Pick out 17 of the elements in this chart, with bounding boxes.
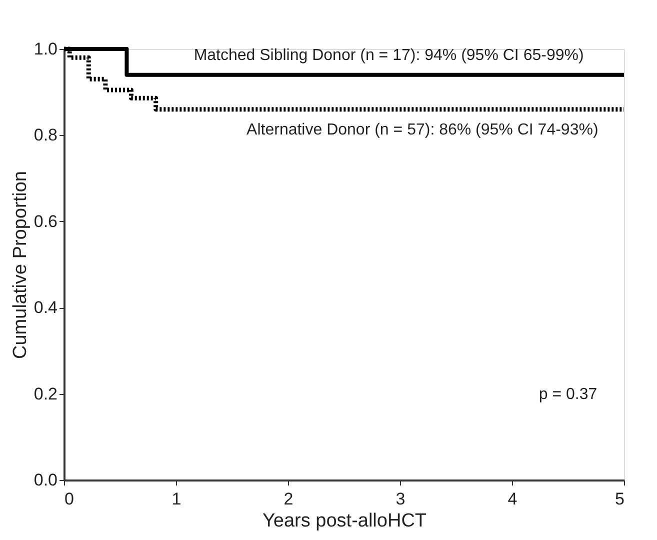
y-tick-label: 0.4: [34, 298, 58, 318]
x-tick-label: 1: [172, 490, 182, 508]
annotation: p = 0.37: [538, 386, 598, 403]
x-tick-label: 4: [508, 490, 518, 508]
y-tick-label: 0.8: [34, 126, 58, 145]
y-tick-label: 1.0: [34, 40, 58, 58]
annotation: Matched Sibling Donor (n = 17): 94% (95% CI 65-99%): [194, 46, 584, 64]
y-axis-title: Cumulative Proportion: [10, 171, 31, 359]
annotation: Alternative Donor (n = 57): 86% (95% CI 74-93%): [246, 121, 598, 138]
y-tick-label: 0.0: [34, 470, 58, 490]
x-tick-label: 3: [396, 490, 406, 508]
y-tick-label: 0.6: [34, 212, 58, 231]
x-tick-label: 2: [284, 490, 294, 508]
y-tick-label: 0.2: [34, 384, 58, 404]
x-axis-title: Years post-alloHCT: [262, 510, 427, 532]
x-tick-label: 0: [64, 490, 74, 508]
x-tick-label: 5: [615, 490, 624, 508]
